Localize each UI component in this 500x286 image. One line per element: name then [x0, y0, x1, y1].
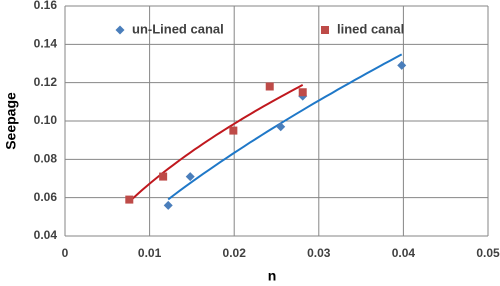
- x-tick-label: 0.01: [138, 246, 162, 260]
- y-tick-label: 0.08: [34, 152, 58, 166]
- y-axis-title: Seepage: [3, 92, 19, 150]
- trend-line: [167, 53, 403, 201]
- x-tick-label: 0.02: [223, 246, 247, 260]
- legend-label: un-Lined canal: [132, 21, 224, 36]
- legend-marker: [115, 25, 125, 35]
- marker: [397, 60, 407, 70]
- x-tick-label: 0.05: [476, 246, 500, 260]
- marker: [125, 195, 134, 204]
- y-tick-label: 0.14: [34, 37, 58, 51]
- marker: [298, 88, 307, 97]
- marker: [229, 126, 238, 135]
- marker: [159, 172, 168, 181]
- y-tick-label: 0.10: [34, 113, 58, 127]
- y-tick-label: 0.16: [34, 0, 58, 12]
- marker: [163, 200, 173, 210]
- y-tick-label: 0.04: [34, 228, 58, 242]
- y-tick-label: 0.12: [34, 75, 58, 89]
- trend-line: [128, 84, 304, 203]
- y-tick-label: 0.06: [34, 190, 58, 204]
- legend-marker: [321, 26, 329, 34]
- marker: [265, 82, 274, 91]
- x-axis-title: n: [268, 268, 277, 284]
- marker: [185, 172, 195, 182]
- x-tick-label: 0: [62, 246, 69, 260]
- legend-label: lined canal: [337, 21, 404, 36]
- x-tick-label: 0.04: [392, 246, 416, 260]
- marker: [276, 122, 286, 132]
- x-tick-label: 0.03: [307, 246, 331, 260]
